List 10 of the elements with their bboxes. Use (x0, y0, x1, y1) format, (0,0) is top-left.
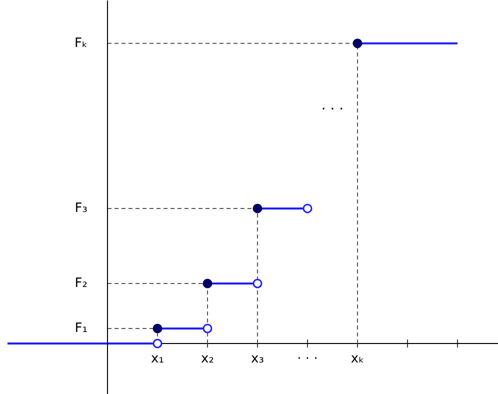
x-tick-label: xₖ (350, 351, 364, 366)
annotation: F₁ (74, 320, 88, 336)
annotation: Fₖ (74, 36, 88, 51)
x-tick-label: x₂ (201, 351, 214, 366)
annotation: F₂ (74, 276, 88, 291)
x-tick-label: x₃ (251, 351, 264, 366)
x-tick-label: x₁ (151, 351, 164, 366)
x-tick-label: · · · (297, 351, 318, 366)
annotation: F₃ (74, 200, 88, 216)
annotation: · · · (321, 101, 344, 118)
